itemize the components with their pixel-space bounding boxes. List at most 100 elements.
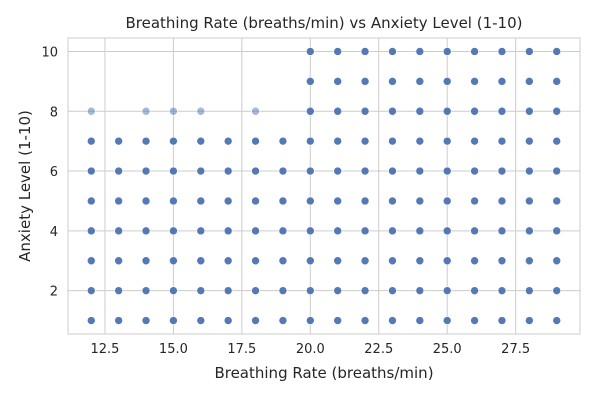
y-tick-label: 8: [50, 105, 58, 120]
data-point: [223, 226, 233, 236]
data-point: [251, 316, 260, 325]
data-point: [525, 47, 534, 56]
data-point: [114, 286, 123, 295]
data-point: [86, 196, 96, 206]
data-point-faint: [86, 106, 96, 116]
data-point: [415, 226, 425, 236]
data-point: [141, 136, 151, 146]
data-point: [306, 226, 315, 236]
data-point: [415, 316, 425, 325]
data-point: [388, 77, 397, 86]
data-point: [169, 166, 178, 176]
data-point: [525, 226, 534, 236]
data-point: [169, 226, 178, 236]
data-point: [470, 316, 479, 325]
x-tick-label: 17.5: [227, 342, 256, 357]
data-point: [333, 136, 342, 146]
data-point: [306, 136, 315, 146]
x-axis-label: Breathing Rate (breaths/min): [214, 364, 433, 382]
data-point: [114, 196, 123, 206]
data-point: [360, 136, 370, 146]
data-point: [114, 316, 123, 325]
data-point: [278, 136, 288, 146]
data-point: [360, 196, 370, 206]
data-point: [388, 316, 397, 325]
data-point: [525, 196, 534, 206]
y-tick-label: 2: [50, 285, 58, 300]
data-point: [223, 196, 233, 206]
data-point: [415, 196, 425, 206]
data-point: [278, 226, 288, 236]
x-tick-label: 25.0: [433, 342, 462, 357]
data-point: [223, 166, 233, 176]
data-point: [333, 166, 342, 176]
data-point: [388, 166, 397, 176]
data-point: [497, 226, 507, 236]
data-point: [497, 136, 507, 146]
data-point-faint: [169, 106, 178, 116]
data-point: [86, 136, 96, 146]
data-point: [114, 256, 123, 266]
data-point: [552, 106, 562, 116]
data-point: [442, 226, 452, 236]
data-point: [360, 166, 370, 176]
data-point: [306, 316, 315, 325]
data-point: [360, 106, 370, 116]
data-point: [333, 106, 342, 116]
data-point: [196, 196, 206, 206]
data-point: [497, 47, 507, 56]
data-point: [497, 286, 507, 295]
data-point: [251, 256, 260, 266]
data-point: [470, 106, 479, 116]
data-point: [415, 256, 425, 266]
y-tick-label: 6: [50, 165, 58, 180]
data-point: [196, 256, 206, 266]
data-point: [141, 316, 151, 325]
data-point: [114, 136, 123, 146]
data-point: [141, 286, 151, 295]
data-point: [333, 77, 342, 86]
data-point: [333, 256, 342, 266]
x-tick-labels: 12.5 15.0 17.5 20.0 22.5 25.0 27.5: [90, 342, 530, 357]
data-point: [470, 286, 479, 295]
data-point: [470, 256, 479, 266]
data-point: [388, 286, 397, 295]
data-point-faint: [251, 106, 260, 116]
data-point: [141, 226, 151, 236]
data-point-faint: [196, 106, 206, 116]
data-point: [251, 286, 260, 295]
data-point: [169, 316, 178, 325]
data-point: [442, 136, 452, 146]
data-point: [333, 47, 342, 56]
data-point: [388, 256, 397, 266]
data-point: [333, 286, 342, 295]
data-point: [442, 256, 452, 266]
data-point: [360, 286, 370, 295]
data-point: [552, 316, 562, 325]
x-tick-label: 12.5: [90, 342, 119, 357]
data-point: [442, 286, 452, 295]
data-point: [360, 226, 370, 236]
data-point: [86, 166, 96, 176]
data-point: [415, 166, 425, 176]
data-point: [552, 166, 562, 176]
data-point: [415, 106, 425, 116]
data-point: [360, 316, 370, 325]
data-point: [251, 226, 260, 236]
data-point: [278, 256, 288, 266]
data-point: [552, 286, 562, 295]
data-point: [141, 256, 151, 266]
data-point: [169, 286, 178, 295]
data-point: [306, 47, 315, 56]
data-point: [278, 286, 288, 295]
data-point: [525, 256, 534, 266]
data-point: [306, 166, 315, 176]
data-point: [470, 196, 479, 206]
data-point: [251, 166, 260, 176]
data-point: [278, 316, 288, 325]
data-point: [86, 256, 96, 266]
data-point: [525, 136, 534, 146]
data-point: [114, 226, 123, 236]
data-point: [223, 136, 233, 146]
data-point: [306, 77, 315, 86]
